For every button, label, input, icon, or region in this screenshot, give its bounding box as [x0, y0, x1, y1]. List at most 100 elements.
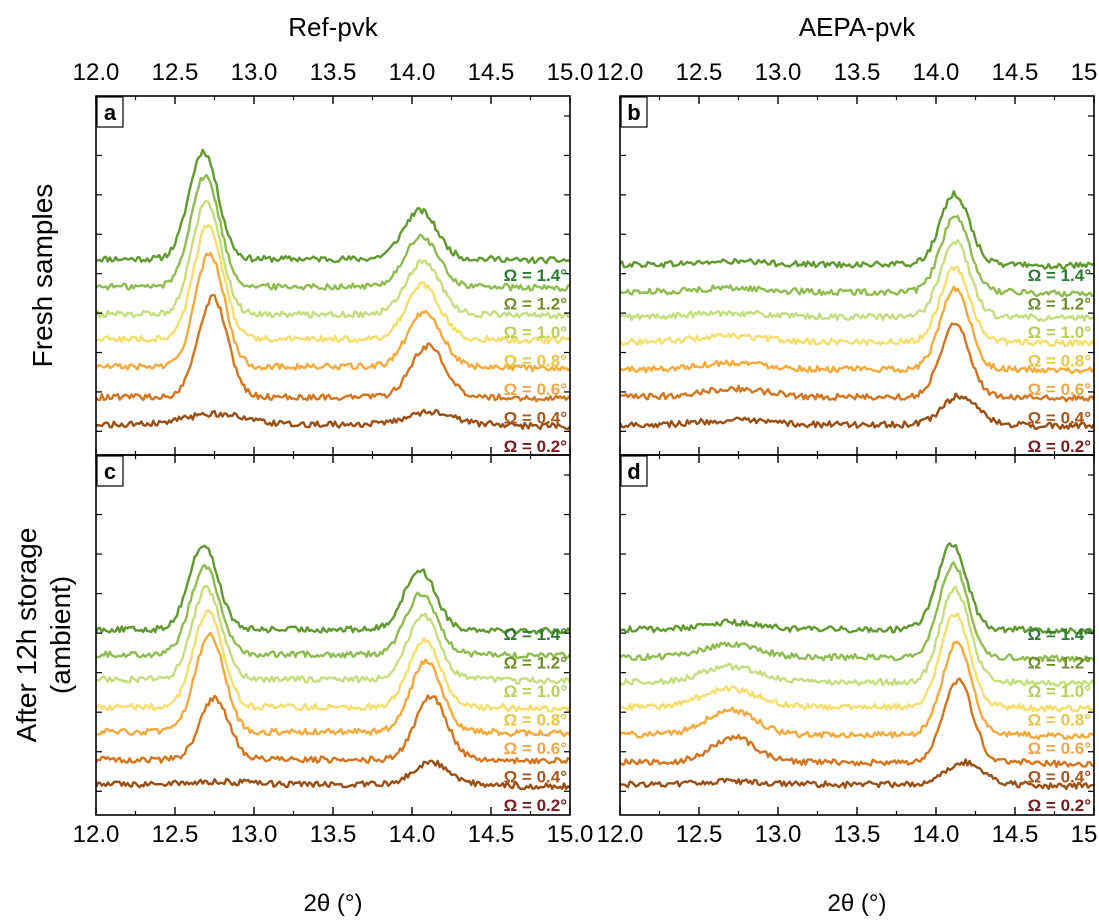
omega-label: Ω = 1.0°	[504, 682, 568, 701]
omega-label: Ω = 1.0°	[504, 323, 568, 342]
panel-letter: d	[627, 459, 640, 484]
x-tick-label: 15.0	[547, 59, 594, 86]
series-line-1	[96, 174, 570, 292]
omega-label: Ω = 0.6°	[1028, 380, 1092, 399]
series-line-1	[96, 563, 570, 660]
x-tick-label: 13.0	[231, 821, 278, 848]
column-title: Ref-pvk	[288, 12, 379, 42]
x-tick-label: 12.5	[676, 59, 723, 86]
omega-label: Ω = 0.4°	[504, 768, 568, 787]
panel-letter-box	[96, 96, 124, 128]
column-title: AEPA-pvk	[799, 12, 917, 42]
series-lines	[96, 148, 570, 431]
series-line-4	[620, 285, 1094, 375]
omega-label: Ω = 0.6°	[504, 739, 568, 758]
panel-frame	[95, 454, 571, 816]
omega-label: Ω = 0.2°	[504, 437, 568, 456]
series-line-1	[620, 214, 1094, 298]
series-lines	[620, 542, 1094, 791]
series-line-5	[96, 293, 570, 403]
omega-label: Ω = 1.4°	[504, 625, 568, 644]
series-line-2	[96, 200, 570, 320]
omega-label: Ω = 0.4°	[504, 409, 568, 428]
x-tick-label: 13.0	[231, 59, 278, 86]
x-tick-label: 15.0	[1071, 59, 1099, 86]
x-tick-label: 14.5	[992, 821, 1039, 848]
panel-d: 12.0 12.5 13.0 13.5 14.0 14.5 15.0 d Ω = 1.4° Ω =…	[597, 454, 1099, 917]
omega-label: Ω = 1.4°	[1028, 266, 1092, 285]
omega-label: Ω = 1.2°	[504, 295, 568, 314]
x-tick-label: 15.0	[1071, 821, 1099, 848]
x-tick-label: 13.0	[755, 821, 802, 848]
x-tick-label: 14.0	[913, 821, 960, 848]
series-line-2	[620, 585, 1094, 688]
x-tick-label: 13.0	[755, 59, 802, 86]
x-tick-label: 14.0	[389, 59, 436, 86]
x-tick-label: 13.5	[834, 821, 881, 848]
panel-letter: c	[104, 459, 116, 484]
x-tick-label: 12.5	[152, 821, 199, 848]
row-title: After 12h storage (ambient)	[11, 528, 76, 743]
panel-frame	[95, 95, 571, 456]
x-axis-label: 2θ (°)	[304, 890, 363, 917]
omega-label: Ω = 0.8°	[504, 711, 568, 730]
series-line-3	[96, 224, 570, 345]
omega-label: Ω = 0.6°	[504, 380, 568, 399]
x-axis-label: 2θ (°)	[828, 890, 887, 917]
x-tick-label: 13.5	[310, 59, 357, 86]
x-tick-label: 12.5	[676, 821, 723, 848]
panel-letter-box	[620, 455, 648, 487]
omega-label: Ω = 1.2°	[504, 654, 568, 673]
series-lines	[620, 190, 1094, 430]
x-tick-label: 12.0	[73, 821, 120, 848]
panel-letter: b	[627, 100, 640, 125]
series-line-3	[620, 265, 1094, 348]
omega-label: Ω = 1.2°	[1028, 295, 1092, 314]
omega-label: Ω = 0.8°	[1028, 352, 1092, 371]
omega-label: Ω = 1.2°	[1028, 654, 1092, 673]
series-line-0	[96, 544, 570, 635]
omega-label: Ω = 1.0°	[1028, 682, 1092, 701]
x-tick-label: 13.5	[834, 59, 881, 86]
series-line-0	[96, 148, 570, 265]
series-line-3	[620, 612, 1094, 713]
series-line-0	[620, 190, 1094, 270]
x-tick-label: 14.0	[389, 821, 436, 848]
x-tick-label: 12.0	[73, 59, 120, 86]
x-tick-label: 12.0	[597, 821, 644, 848]
series-line-6	[620, 392, 1094, 430]
series-line-3	[96, 609, 570, 713]
panel-b: 12.0 12.5 13.0 13.5 14.0 14.5 15.0 b Ω = 1.4° Ω =…	[597, 12, 1099, 456]
series-line-5	[620, 677, 1094, 768]
panel-c: 12.0 12.5 13.0 13.5 14.0 14.5 15.0 c Ω = 1.4° Ω =…	[11, 454, 594, 917]
series-line-4	[620, 640, 1094, 741]
omega-label: Ω = 1.4°	[1028, 625, 1092, 644]
series-line-5	[620, 322, 1094, 403]
series-line-6	[96, 408, 570, 431]
x-tick-label: 12.0	[597, 59, 644, 86]
series-lines	[96, 544, 570, 791]
omega-label: Ω = 1.4°	[504, 266, 568, 285]
x-tick-label: 15.0	[547, 821, 594, 848]
series-line-5	[96, 694, 570, 765]
omega-label: Ω = 0.4°	[1028, 768, 1092, 787]
series-line-2	[96, 584, 570, 685]
x-tick-label: 14.5	[992, 59, 1039, 86]
panel-letter-box	[96, 455, 124, 487]
series-line-0	[620, 542, 1094, 635]
omega-label: Ω = 0.6°	[1028, 739, 1092, 758]
row-title: Fresh samples	[27, 184, 58, 368]
x-tick-label: 12.5	[152, 59, 199, 86]
omega-label: Ω = 0.8°	[504, 352, 568, 371]
panel-a: 12.0 12.5 13.0 13.5 14.0 14.5 15.0 a Ω = 1.4° Ω =…	[27, 12, 593, 456]
x-tick-label: 14.5	[468, 59, 515, 86]
panel-letter: a	[104, 100, 117, 125]
series-line-6	[96, 759, 570, 791]
series-line-4	[96, 631, 570, 738]
series-line-4	[96, 251, 570, 373]
omega-label: Ω = 0.2°	[1028, 437, 1092, 456]
omega-label: Ω = 1.0°	[1028, 323, 1092, 342]
series-line-1	[620, 561, 1094, 663]
x-tick-label: 14.0	[913, 59, 960, 86]
